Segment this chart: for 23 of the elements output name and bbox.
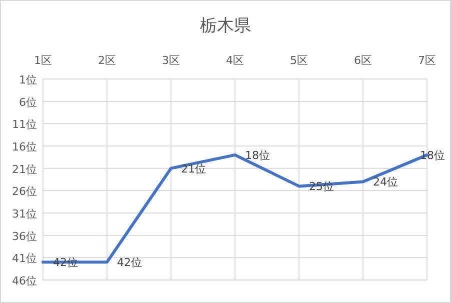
y-tick-label: 46位 (12, 274, 37, 288)
y-tick-label: 36位 (12, 230, 37, 243)
x-tick-label: 2区 (98, 54, 116, 67)
y-tick-label: 16位 (12, 140, 37, 154)
data-label: 42位 (117, 256, 142, 270)
data-label: 21位 (181, 162, 206, 176)
y-tick-label: 41位 (12, 252, 37, 266)
x-tick-label: 4区 (226, 54, 244, 67)
x-tick-label: 6区 (354, 54, 372, 67)
x-tick-label: 5区 (290, 54, 308, 67)
data-label: 42位 (53, 256, 78, 270)
x-tick-label: 7区 (418, 54, 436, 67)
y-tick-label: 26位 (12, 185, 37, 198)
data-label: 24位 (373, 176, 398, 189)
x-tick-label: 3区 (162, 54, 180, 67)
y-tick-label: 31位 (12, 208, 37, 220)
y-tick-label: 6位 (19, 96, 37, 109)
chart-title: 栃木県 (200, 16, 251, 36)
y-tick-label: 1位 (19, 74, 37, 86)
x-tick-label: 1区 (34, 54, 52, 67)
y-tick-label: 21位 (12, 162, 37, 176)
y-tick-label: 11位 (12, 118, 37, 132)
data-label: 18位 (245, 148, 270, 162)
